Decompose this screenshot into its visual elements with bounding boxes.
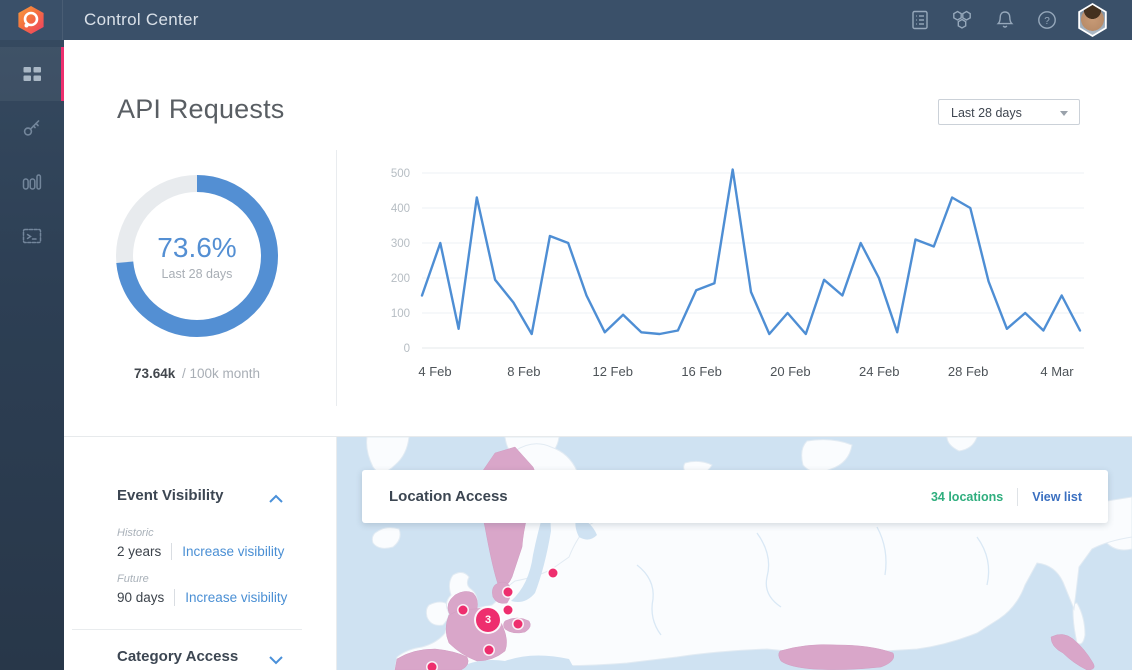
panel-divider — [72, 629, 302, 630]
map-location-marker[interactable] — [427, 662, 437, 670]
svg-text:8 Feb: 8 Feb — [507, 364, 540, 379]
svg-text:300: 300 — [391, 238, 410, 250]
svg-text:4 Mar: 4 Mar — [1040, 364, 1074, 379]
category-access-title: Category Access — [117, 648, 239, 665]
future-value: 90 days — [117, 590, 165, 605]
location-access-card: Location Access 34 locations View list — [362, 470, 1108, 523]
usage-value: 73.64k — [133, 366, 176, 381]
section-divider — [64, 436, 1132, 437]
apps-hexagons-icon[interactable] — [951, 9, 973, 31]
svg-text:0: 0 — [404, 343, 410, 355]
svg-text:24 Feb: 24 Feb — [859, 364, 899, 379]
sidebar-item-dashboard[interactable] — [0, 47, 64, 101]
historic-label: Historic — [117, 527, 154, 539]
sidebar-item-console[interactable] — [0, 209, 64, 263]
line-chart: 0 100 200 300 400 500 4 Feb 8 Feb 12 Feb 16 Feb 20… — [391, 168, 1084, 379]
collapse-chevron-up-icon[interactable] — [268, 491, 284, 503]
grid-icon — [23, 67, 41, 81]
vertical-divider — [336, 150, 337, 406]
row-divider — [174, 589, 176, 606]
sidebar-item-keys[interactable] — [0, 101, 64, 155]
map-location-marker[interactable] — [458, 605, 468, 615]
terminal-icon — [22, 228, 42, 244]
event-visibility-title: Event Visibility — [117, 487, 224, 504]
future-row: 90 days Increase visibility — [117, 589, 287, 606]
donut-caption: 73.64k / 100k month — [64, 366, 330, 381]
svg-text:28 Feb: 28 Feb — [948, 364, 988, 379]
location-map[interactable]: 3 Location Access 34 locations View list — [337, 437, 1132, 670]
app-logo-icon — [18, 6, 44, 34]
avatar-photo — [1080, 5, 1105, 35]
sidebar — [0, 40, 64, 670]
bell-icon[interactable] — [994, 9, 1016, 31]
help-icon[interactable]: ? — [1036, 9, 1058, 31]
user-avatar[interactable] — [1078, 3, 1107, 37]
map-location-marker[interactable] — [503, 587, 513, 597]
location-count[interactable]: 34 locations — [930, 489, 1004, 504]
card-divider — [1017, 487, 1019, 506]
svg-text:16 Feb: 16 Feb — [681, 364, 721, 379]
svg-text:200: 200 — [391, 273, 410, 285]
app-title: Control Center — [84, 10, 199, 29]
svg-text:4 Feb: 4 Feb — [418, 364, 451, 379]
historic-value: 2 years — [117, 544, 162, 559]
sidebar-item-usage-stats[interactable] — [0, 155, 64, 209]
svg-text:?: ? — [1044, 16, 1050, 27]
increase-visibility-link[interactable]: Increase visibility — [185, 590, 288, 605]
bar-chart-icon — [22, 174, 42, 190]
key-icon — [23, 120, 40, 136]
future-label: Future — [117, 573, 149, 585]
donut-chart — [116, 175, 278, 337]
location-access-title: Location Access — [389, 488, 508, 505]
map-location-marker[interactable] — [548, 568, 558, 578]
view-list-link[interactable]: View list — [1032, 489, 1082, 504]
increase-visibility-link[interactable]: Increase visibility — [182, 544, 285, 559]
map-location-marker[interactable] — [513, 619, 523, 629]
logo-box[interactable] — [0, 0, 63, 40]
chevron-down-icon — [1060, 111, 1068, 116]
svg-text:500: 500 — [391, 168, 410, 180]
svg-text:12 Feb: 12 Feb — [592, 364, 632, 379]
range-select-value: Last 28 days — [951, 106, 1022, 120]
svg-text:100: 100 — [391, 308, 410, 320]
map-location-marker[interactable] — [484, 645, 494, 655]
donut-arc — [116, 175, 278, 337]
historic-row: 2 years Increase visibility — [117, 543, 284, 560]
row-divider — [171, 543, 173, 560]
release-notes-icon[interactable] — [909, 9, 931, 31]
map-location-marker[interactable] — [503, 605, 513, 615]
event-visibility-panel: Event Visibility Historic 2 years Increa… — [64, 437, 337, 670]
usage-quota: / 100k month — [182, 366, 261, 381]
svg-text:400: 400 — [391, 203, 410, 215]
map-cluster-marker[interactable]: 3 — [476, 607, 501, 632]
collapse-chevron-down-icon[interactable] — [268, 652, 284, 665]
svg-text:20 Feb: 20 Feb — [770, 364, 810, 379]
active-accent-bar — [61, 47, 64, 101]
range-select[interactable]: Last 28 days — [938, 99, 1080, 125]
page-title: API Requests — [117, 94, 285, 124]
topbar: Control Center ? — [0, 0, 1132, 40]
